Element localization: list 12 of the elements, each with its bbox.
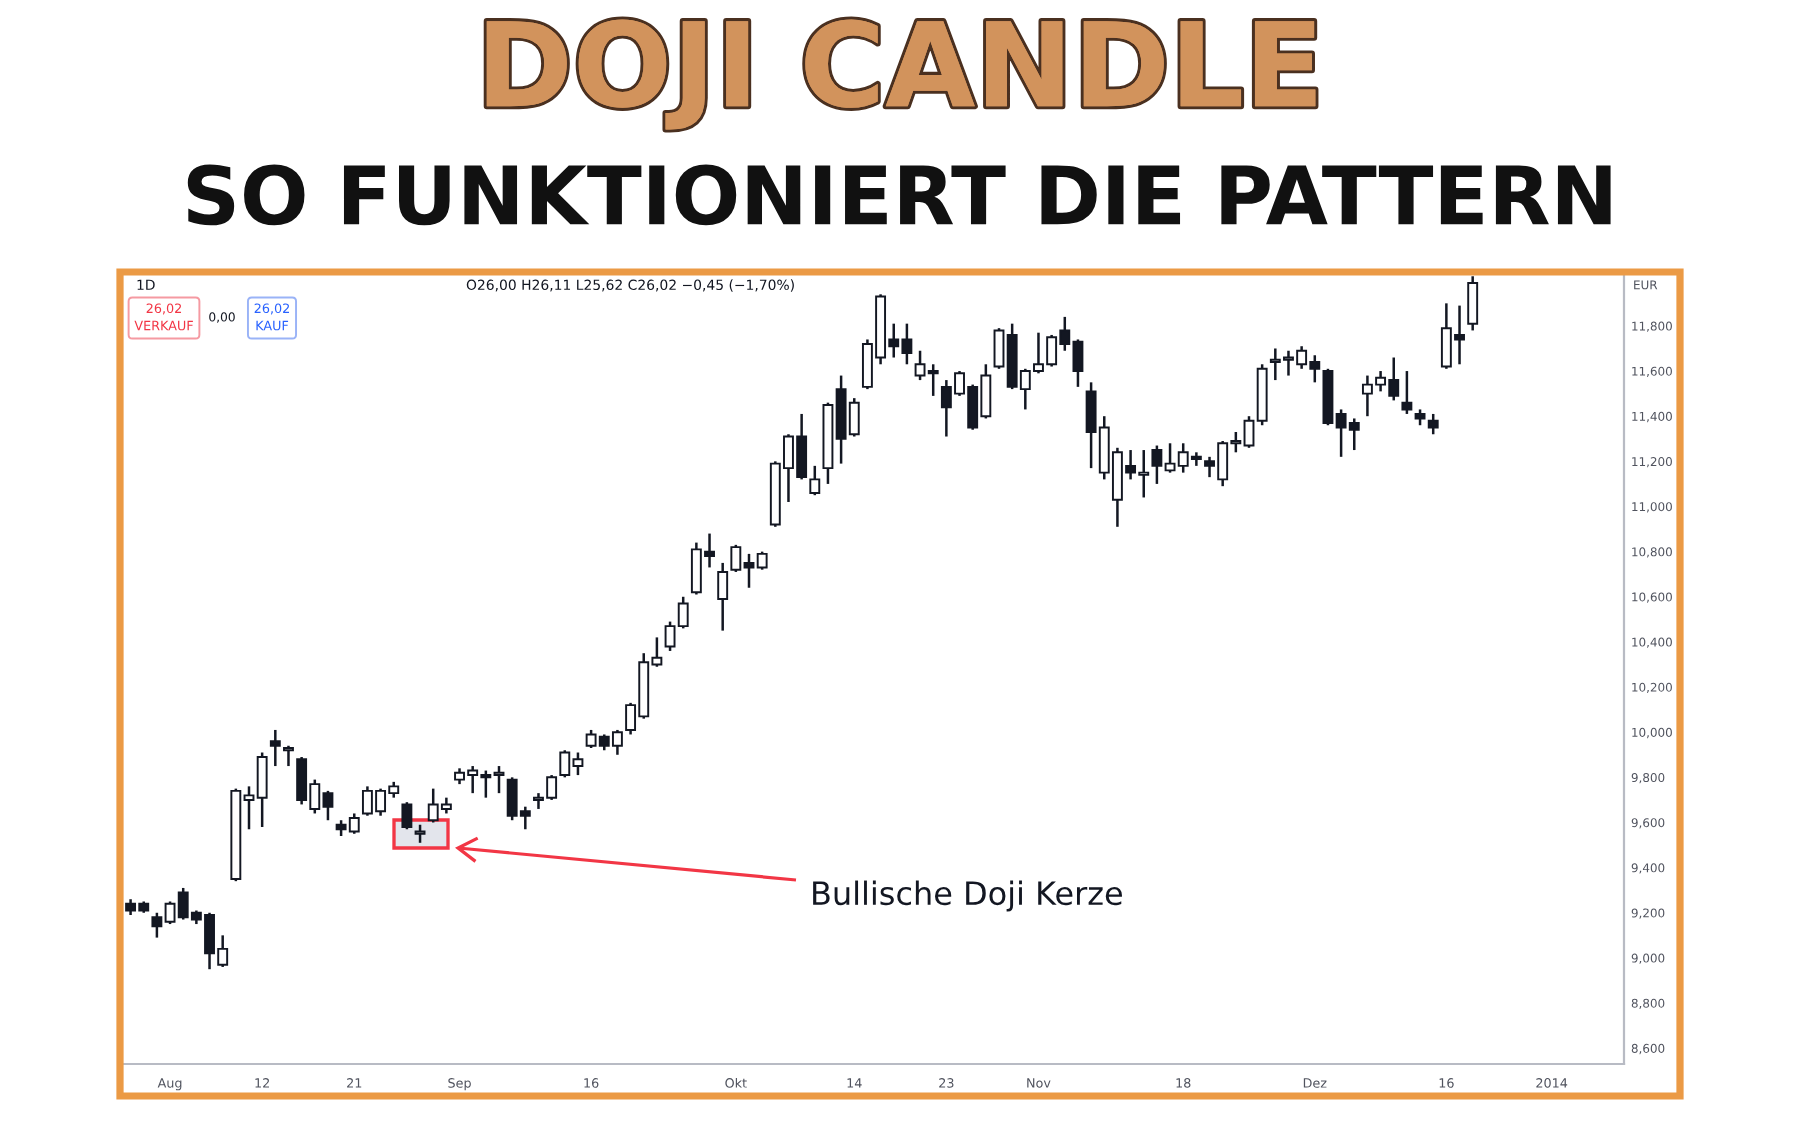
candlestick — [1427, 412, 1439, 436]
candlestick — [401, 800, 413, 831]
chart-subtitle: SO FUNKTIONIERT DIE PATTERN — [187, 164, 1611, 226]
candlestick — [1401, 369, 1413, 416]
candlestick — [283, 744, 294, 768]
candlestick — [269, 728, 281, 768]
candlestick — [717, 561, 729, 632]
chart-title: DOJI CANDLE — [486, 19, 1316, 130]
annotation: Bullische Doji Kerze — [813, 880, 1122, 912]
candlestick — [1467, 275, 1479, 332]
candlestick — [414, 823, 426, 845]
candlestick — [809, 464, 821, 497]
